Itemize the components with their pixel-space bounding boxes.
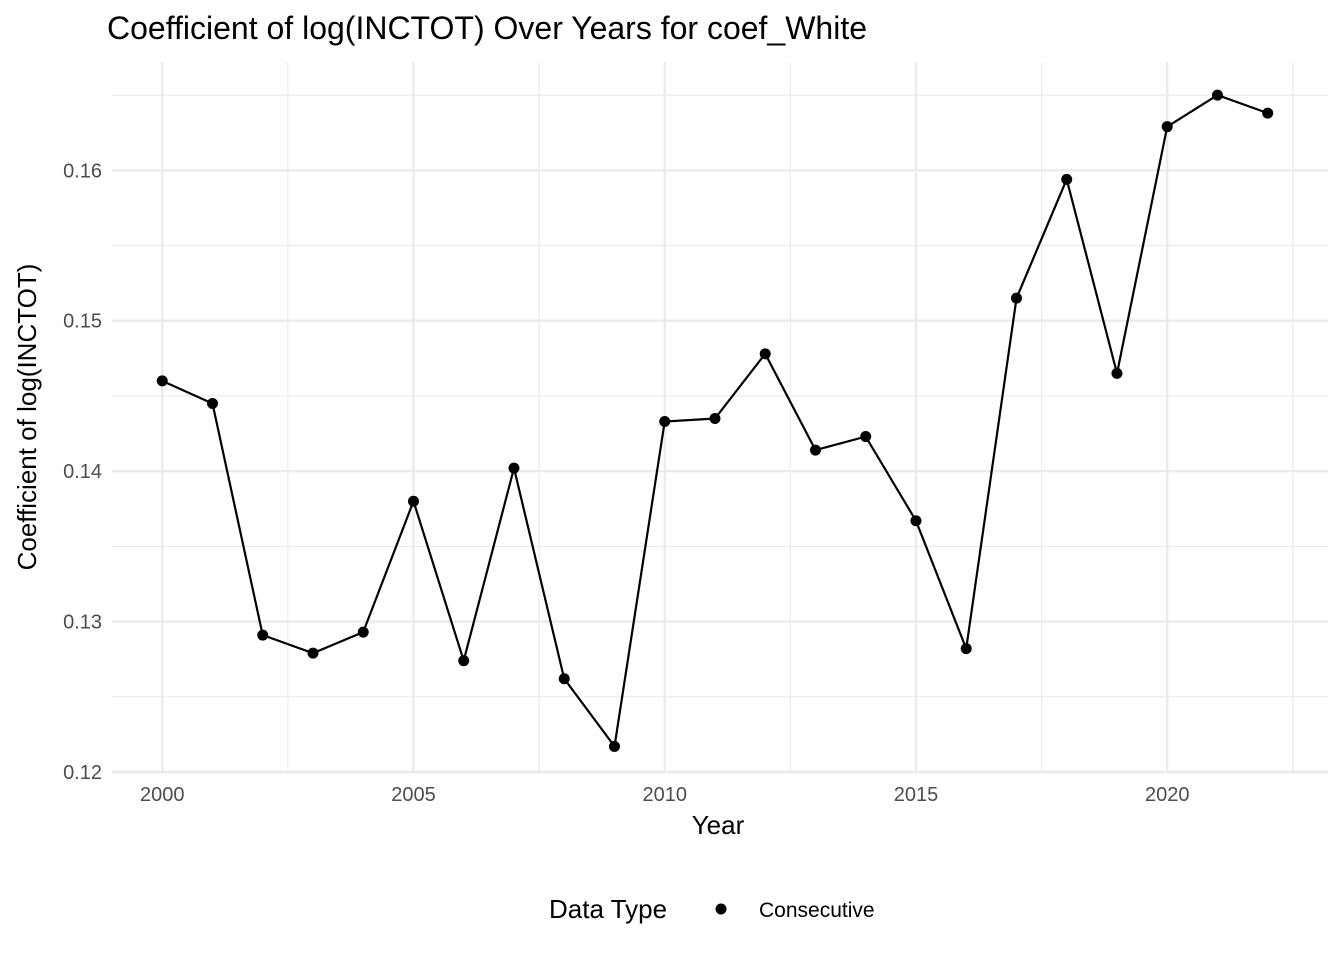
legend-title: Data Type bbox=[549, 894, 667, 924]
data-point bbox=[407, 495, 419, 507]
data-points bbox=[156, 89, 1274, 752]
data-point bbox=[608, 740, 620, 752]
x-tick-label: 2000 bbox=[140, 784, 185, 806]
data-point bbox=[156, 375, 168, 387]
y-tick-label: 0.12 bbox=[63, 762, 102, 784]
data-point bbox=[860, 431, 872, 443]
y-tick-label: 0.15 bbox=[63, 311, 102, 333]
data-point bbox=[558, 673, 570, 685]
x-tick-label: 2020 bbox=[1145, 784, 1190, 806]
legend-label-consecutive: Consecutive bbox=[759, 899, 875, 922]
x-axis-title: Year bbox=[692, 810, 745, 840]
x-tick-label: 2015 bbox=[894, 784, 939, 806]
data-point bbox=[1262, 107, 1274, 119]
y-tick-label: 0.16 bbox=[63, 160, 102, 182]
data-point bbox=[458, 655, 470, 667]
data-point bbox=[307, 647, 319, 659]
data-point bbox=[1111, 367, 1123, 379]
data-point bbox=[357, 626, 369, 638]
data-point bbox=[659, 416, 671, 428]
data-point bbox=[1010, 292, 1022, 304]
legend: Data Type Consecutive bbox=[549, 894, 875, 924]
data-point bbox=[709, 413, 721, 425]
chart-title: Coefficient of log(INCTOT) Over Years fo… bbox=[107, 10, 867, 46]
y-axis-tick-labels: 0.12 0.13 0.14 0.15 0.16 bbox=[63, 160, 102, 784]
x-axis-tick-labels: 2000 2005 2010 2015 2020 bbox=[140, 784, 1189, 806]
x-tick-label: 2010 bbox=[642, 784, 687, 806]
legend-key-consecutive bbox=[715, 903, 727, 915]
data-point bbox=[759, 348, 771, 360]
y-tick-label: 0.14 bbox=[63, 461, 102, 483]
data-point bbox=[1061, 173, 1073, 185]
data-point bbox=[809, 444, 821, 456]
y-axis-title: Coefficient of log(INCTOT) bbox=[12, 264, 42, 571]
y-tick-label: 0.13 bbox=[63, 612, 102, 634]
data-point bbox=[1211, 89, 1223, 101]
data-point bbox=[206, 397, 218, 409]
x-tick-label: 2005 bbox=[391, 784, 436, 806]
data-point bbox=[960, 643, 972, 655]
data-point bbox=[508, 462, 520, 474]
data-point bbox=[1161, 121, 1173, 133]
data-point bbox=[910, 515, 922, 527]
data-point bbox=[257, 629, 269, 641]
